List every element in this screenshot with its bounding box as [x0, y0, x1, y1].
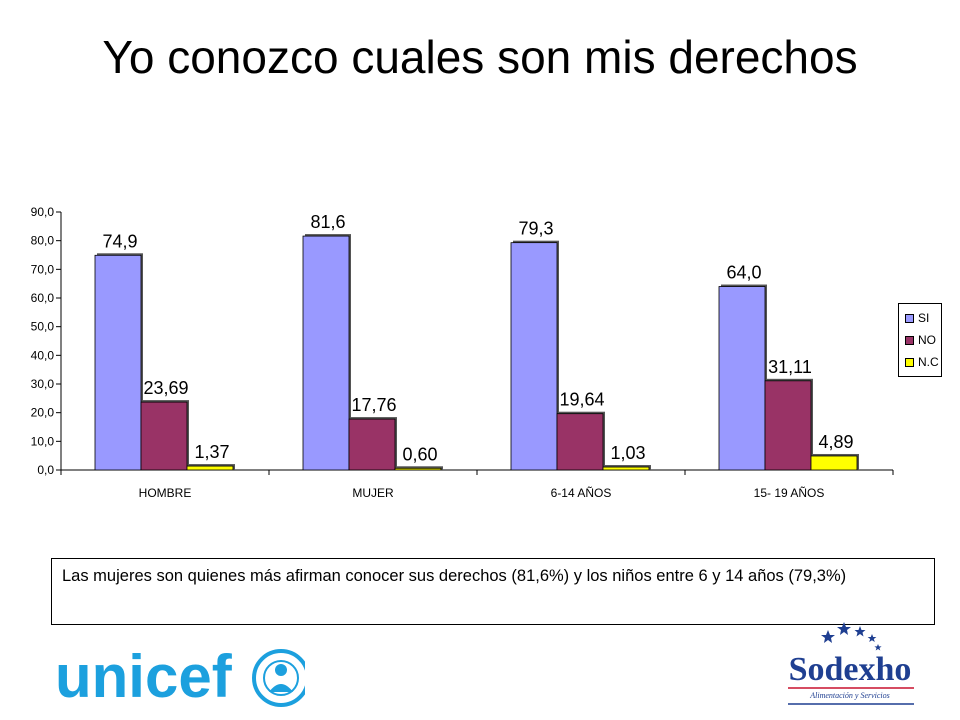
bar-si-2	[510, 242, 558, 471]
data-label: 4,89	[818, 432, 853, 452]
data-label: 23,69	[143, 378, 188, 398]
data-label: 64,0	[726, 263, 761, 283]
data-label: 1,37	[194, 442, 229, 462]
sodexho-wordmark: Sodexho	[789, 651, 912, 688]
data-label: 17,76	[351, 395, 396, 415]
legend-item-no: NO	[899, 329, 941, 351]
data-label: 74,9	[102, 231, 137, 251]
legend-item-nc: N.C	[899, 351, 941, 373]
bar-no-1	[348, 418, 396, 471]
legend-swatch	[905, 357, 914, 367]
bar-chart: 0,0 10,0 20,0 30,0 40,0 50,0 60,0 70,0 80,0 90,0 H…	[31, 205, 894, 500]
data-label: 0,60	[402, 444, 437, 464]
bar-si-1	[302, 235, 350, 471]
legend-label: N.C	[918, 355, 939, 369]
y-tick-label: 60,0	[31, 291, 55, 305]
data-label: 1,03	[610, 443, 645, 463]
stars-icon	[821, 622, 882, 651]
unicef-wordmark: unicef	[55, 643, 233, 710]
y-tick-label: 40,0	[31, 348, 55, 362]
bar-nc-3	[810, 455, 858, 471]
y-tick-label: 10,0	[31, 434, 55, 448]
x-tick-label: MUJER	[352, 486, 394, 500]
bar-nc-1	[394, 467, 442, 471]
bar-nc-2	[602, 466, 650, 471]
bar-si-3	[718, 286, 766, 471]
x-tick-label: HOMBRE	[139, 486, 192, 500]
summary-note: Las mujeres son quienes más afirman cono…	[51, 558, 935, 625]
legend-label: NO	[918, 333, 936, 347]
chart-legend: SI NO N.C	[898, 303, 942, 377]
legend-label: SI	[918, 311, 930, 325]
y-tick-label: 50,0	[31, 320, 55, 334]
legend-item-si: SI	[899, 307, 941, 329]
slide-title: Yo conozco cuales son mis derechos	[102, 31, 858, 83]
bar-si-0	[94, 254, 142, 471]
y-tick-label: 80,0	[31, 234, 55, 248]
y-tick-label: 30,0	[31, 377, 55, 391]
data-label: 31,11	[768, 357, 812, 377]
y-tick-label: 90,0	[31, 205, 55, 219]
data-label: 19,64	[559, 390, 604, 410]
bar-no-3	[764, 380, 812, 471]
bar-no-0	[140, 401, 188, 471]
y-tick-label: 20,0	[31, 406, 55, 420]
x-tick-label: 6-14 AÑOS	[551, 486, 612, 500]
bar-nc-0	[186, 465, 234, 471]
sodexho-logo: Sodexho Alimentación y Servicios	[788, 622, 914, 705]
y-tick-label: 70,0	[31, 262, 55, 276]
data-label: 81,6	[310, 212, 345, 232]
legend-swatch	[905, 313, 914, 323]
data-label: 79,3	[518, 219, 553, 239]
y-tick-label: 0,0	[37, 463, 54, 477]
unicef-logo: unicef	[55, 643, 305, 710]
unicef-emblem-icon	[252, 649, 305, 707]
x-tick-label: 15- 19 AÑOS	[754, 486, 825, 500]
legend-swatch	[905, 335, 914, 345]
bar-no-2	[556, 413, 604, 471]
sodexho-tagline: Alimentación y Servicios	[809, 691, 890, 700]
